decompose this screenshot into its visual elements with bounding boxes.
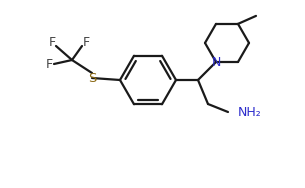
Text: S: S (88, 71, 96, 84)
Text: F: F (45, 58, 52, 70)
Text: F: F (48, 36, 56, 49)
Text: F: F (82, 36, 90, 49)
Text: NH₂: NH₂ (238, 106, 262, 120)
Text: N: N (211, 55, 221, 68)
